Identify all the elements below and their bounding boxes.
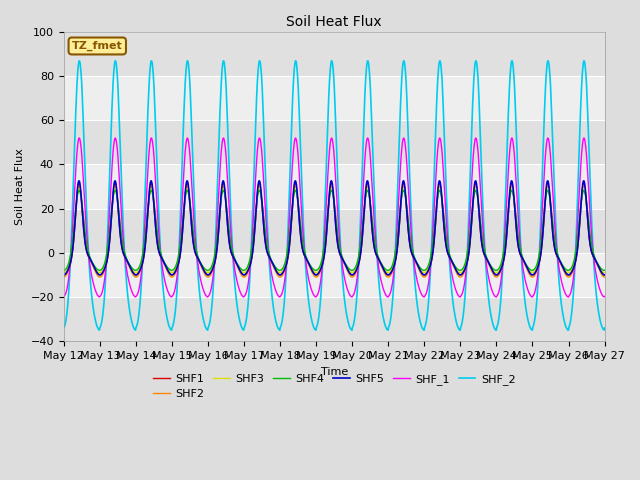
Bar — [64, 32, 605, 76]
Bar — [64, 120, 605, 164]
X-axis label: Time: Time — [321, 367, 348, 376]
Bar — [64, 253, 605, 297]
Title: Soil Heat Flux: Soil Heat Flux — [286, 15, 382, 29]
Bar — [64, 164, 605, 208]
Bar — [64, 76, 605, 120]
Text: TZ_fmet: TZ_fmet — [72, 41, 123, 51]
Y-axis label: Soil Heat Flux: Soil Heat Flux — [15, 148, 25, 225]
Legend: SHF1, SHF2, SHF3, SHF4, SHF5, SHF_1, SHF_2: SHF1, SHF2, SHF3, SHF4, SHF5, SHF_1, SHF… — [148, 370, 520, 404]
Bar — [64, 208, 605, 253]
Bar — [64, 297, 605, 341]
